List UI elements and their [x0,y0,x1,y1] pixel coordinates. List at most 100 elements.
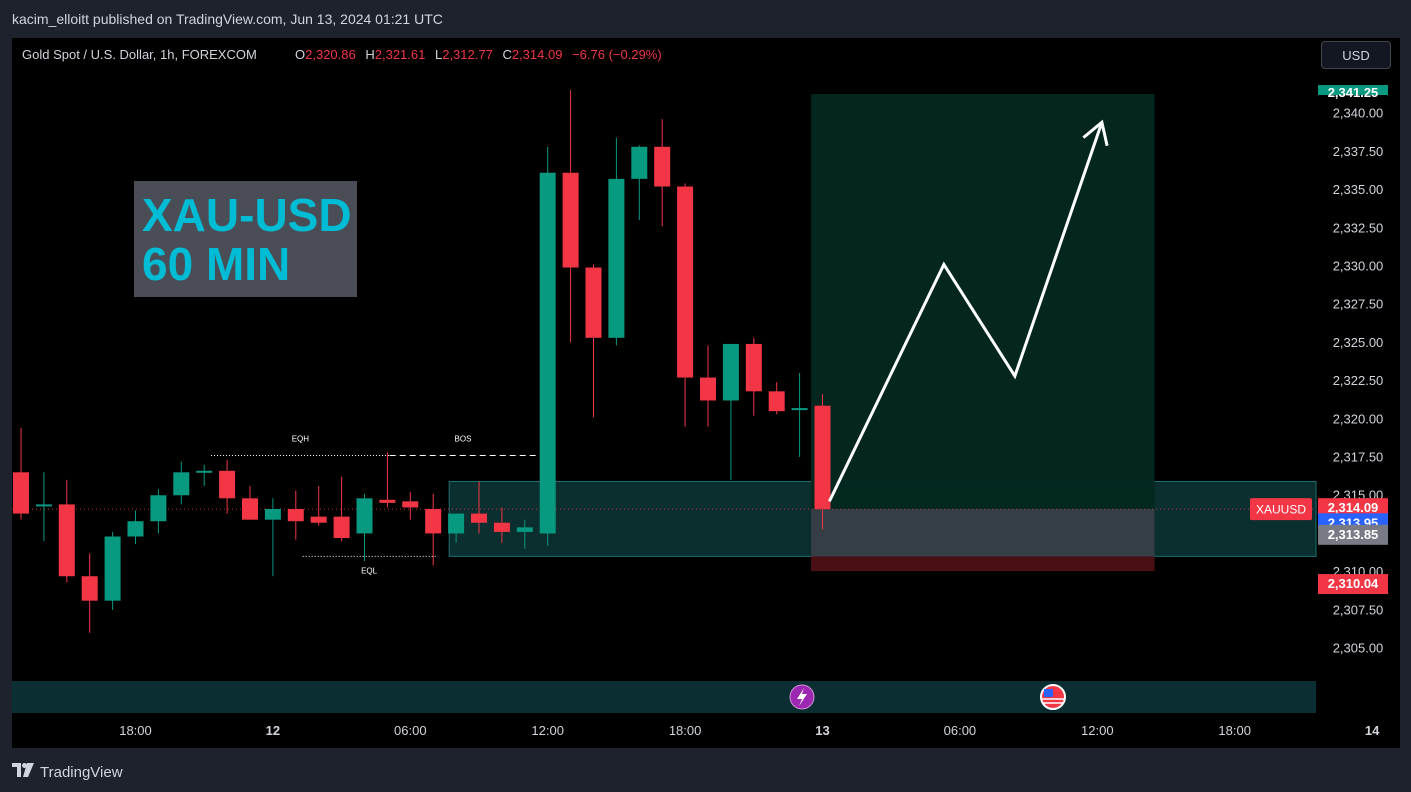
candle-body [539,172,556,534]
candle-body [173,472,190,496]
candle [493,507,510,543]
last-price-badge-text: 2,314.09 [1328,500,1379,515]
candle-body [471,513,487,523]
currency-button[interactable]: USD [1321,41,1391,69]
low-label: L [435,47,442,62]
low-value: 2,312.77 [442,47,493,62]
candle [700,345,716,427]
candle [127,510,144,545]
candle-body [745,343,762,392]
candle-body [13,472,29,514]
time-tick-label: 18:00 [669,723,702,738]
candle [471,481,487,534]
candle-body [631,146,648,179]
candle [333,476,350,542]
candle [173,461,190,505]
price-badges: XAUUSD2,314.0938:312,313.952,313.852,310… [1250,85,1388,595]
high-label: H [365,47,374,62]
watermark-box [134,181,357,297]
candle-body [81,576,98,601]
symbol-badge: XAUUSD [1250,498,1312,521]
time-tick-label: 18:00 [1218,723,1251,738]
entry-price-badge: 2,313.85 [1318,524,1388,545]
watermark-line2: 60 MIN [142,238,290,290]
price-tick-label: 2,327.50 [1333,297,1384,312]
candle-body [333,516,350,539]
time-axis[interactable]: 18:00 12 06:00 12:00 18:00 13 06:00 12:00 18:00 1… [119,723,1380,738]
time-tick-label: 12 [266,723,280,738]
price-tick-label: 2,340.00 [1333,106,1384,121]
lightning-event-icon[interactable] [789,684,815,710]
time-tick-label: 12:00 [1081,723,1114,738]
price-tick-label: 2,332.50 [1333,220,1384,235]
price-scale-background [1316,38,1400,714]
entry-zone [811,509,1155,557]
entry-price-badge-text: 2,313.85 [1328,527,1379,542]
candle-body [196,470,213,473]
symbol-badge-text: XAUUSD [1256,503,1306,517]
candle-body [287,508,304,522]
candle-body [425,508,442,534]
candle [585,264,602,418]
candle-body [516,527,533,532]
candle-body [654,146,671,187]
candle [242,486,258,520]
candle-body [814,405,831,510]
target-zone [811,94,1155,510]
candle-body [242,498,258,520]
price-tick-label: 2,307.50 [1333,602,1384,617]
candle-body [562,172,579,268]
stop-price-badge: 2,310.04 [1318,574,1388,595]
candle [722,343,739,480]
time-tick-label: 06:00 [944,723,977,738]
candle-body [677,186,694,378]
us-flag-event-icon[interactable] [1040,684,1066,710]
change-value: −6.76 (−0.29%) [572,47,662,62]
candle-body [104,536,121,601]
candle-body [379,499,396,503]
candle-body [402,501,419,508]
candle [310,486,327,526]
candle [516,519,533,549]
price-axis[interactable]: 2,305.002,307.502,310.002,312.502,315.00… [1333,106,1384,656]
candle-body [448,513,465,534]
candle-body [58,504,75,577]
candle [631,145,648,221]
candle [81,553,98,633]
price-tick-label: 2,317.50 [1333,450,1384,465]
time-tick-label: 06:00 [394,723,427,738]
projection-arrowhead [1082,119,1109,147]
candle [35,472,52,542]
bos-label: BOS [455,435,472,444]
candle [768,382,785,415]
candle [13,427,29,520]
close-label: C [502,47,511,62]
open-label: O [295,47,305,62]
chart-area[interactable]: EQH BOS EQL Gold Spot / U.S. Dollar, 1h, F… [12,38,1400,748]
candle [356,493,373,561]
candle [58,479,75,583]
price-tick-label: 2,305.00 [1333,641,1384,656]
candle [196,464,213,487]
candle-body [150,495,167,522]
candle-body [310,516,327,523]
candle [379,452,396,508]
annotations-layer: EQH BOS EQL [211,119,1109,575]
high-value: 2,321.61 [375,47,426,62]
publisher-info: kacim_elloitt published on TradingView.c… [12,11,443,27]
time-tick-label: 18:00 [119,723,152,738]
candle [562,90,579,343]
candle [219,460,236,514]
top-bar: kacim_elloitt published on TradingView.c… [0,0,1411,38]
tradingview-brand[interactable]: TradingView [12,762,123,782]
candle-body [791,408,808,411]
candle-body [493,522,510,532]
candle-body [356,498,373,534]
stop-zone [811,556,1155,572]
eql-label: EQL [361,566,378,575]
candle-body [608,178,625,338]
candle [402,492,419,520]
candles-layer [13,90,831,633]
candle [448,513,465,543]
candle [104,531,121,610]
